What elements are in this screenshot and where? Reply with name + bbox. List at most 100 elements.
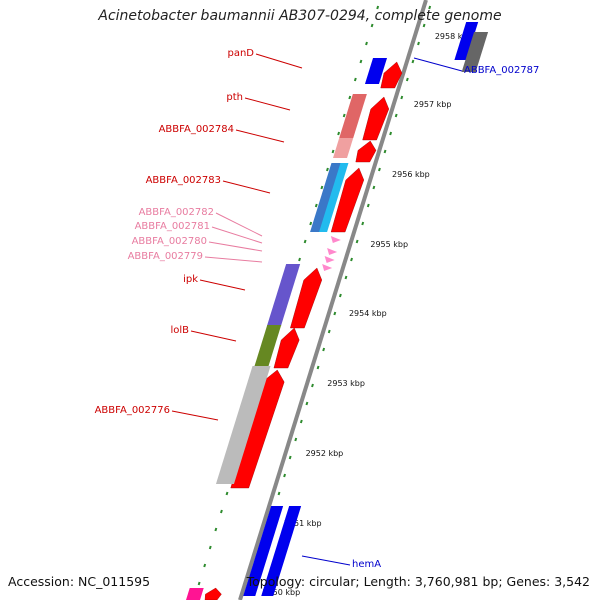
kbp-label: 2956 kbp (392, 170, 430, 179)
abbfa-002776-gene-block (215, 366, 271, 484)
ruler-tick-right (428, 5, 432, 10)
kbp-label: 2955 kbp (370, 240, 408, 249)
forward-gene-arrow (290, 267, 323, 329)
label-leader-line (204, 256, 263, 263)
ruler-tick-left (348, 95, 352, 100)
ruler-tick-right (383, 149, 387, 154)
map-title: Acinetobacter baumannii AB307-0294, comp… (98, 8, 502, 24)
gene-label: ABBFA_002776 (95, 405, 170, 416)
label-leader-line (301, 555, 351, 566)
ruler-tick-right (411, 59, 415, 64)
label-leader-line (211, 226, 263, 244)
kbp-label: 2954 kbp (349, 309, 387, 318)
right-blue-gene-block (454, 22, 479, 60)
ruler-tick-left (320, 185, 324, 190)
ruler-tick-right (394, 113, 398, 118)
ruler-tick-right (422, 23, 426, 28)
small-gene-arrow (327, 248, 338, 255)
ruler-tick-right (316, 365, 320, 370)
ipk-gene-block (266, 264, 301, 326)
ruler-tick-left (225, 491, 229, 496)
ruler-tick-left (370, 23, 374, 28)
label-leader-line (199, 279, 246, 291)
ruler-tick-right (338, 293, 342, 298)
label-leader-line (222, 180, 271, 194)
small-gene-arrow (322, 264, 333, 271)
ruler-tick-left (298, 257, 301, 262)
forward-gene-arrow (355, 140, 377, 163)
label-leader-line (413, 57, 463, 72)
ruler-tick-right (344, 275, 348, 280)
label-leader-line (235, 129, 285, 143)
gene-label: ABBFA_002782 (139, 207, 214, 218)
ruler-tick-left (326, 167, 329, 172)
ruler-tick-left (214, 527, 218, 532)
ruler-tick-right (322, 347, 326, 352)
label-leader-line (215, 212, 263, 237)
pand-gene-block (364, 58, 388, 84)
kbp-label: 2957 kbp (414, 100, 452, 109)
ruler-tick-left (365, 41, 368, 46)
ruler-tick-left (331, 149, 335, 154)
gene-label: ABBFA_002783 (146, 175, 221, 186)
ruler-tick-left (342, 113, 346, 118)
forward-gene-arrow (362, 96, 390, 141)
kbp-label: 2951 kbp (284, 519, 322, 528)
gene-label: ipk (183, 274, 198, 285)
ruler-tick-left (220, 509, 223, 514)
ruler-tick-right (355, 239, 359, 244)
label-leader-line (255, 53, 303, 69)
gene-label: ABBFA_002787 (464, 65, 539, 76)
ruler-tick-left (208, 545, 212, 550)
gene-label: lolB (170, 325, 189, 336)
ruler-tick-left (359, 59, 363, 64)
gene-label: ABBFA_002784 (159, 124, 234, 135)
label-leader-line (244, 97, 291, 111)
ruler-tick-right (372, 185, 376, 190)
hema-gene-block (243, 506, 284, 596)
ruler-tick-right (350, 257, 353, 262)
ruler-tick-left (303, 239, 307, 244)
ruler-tick-right (333, 311, 337, 316)
ruler-tick-right (299, 419, 303, 424)
ruler-tick-left (337, 131, 341, 136)
pink-gene-block (186, 588, 204, 600)
small-gene-arrow (324, 256, 335, 263)
abbfa-002783b-gene-block (319, 163, 349, 232)
gene-label: ABBFA_002781 (135, 221, 210, 232)
ruler-tick-right (327, 329, 331, 334)
ruler-tick-left (376, 5, 380, 10)
kbp-label: 2950 kbp (262, 588, 300, 597)
forward-gene-arrow (330, 167, 365, 233)
gene-label: pth (226, 92, 243, 103)
ruler-tick-right (283, 473, 287, 478)
ruler-tick-right (389, 131, 393, 136)
forward-gene-arrow (380, 61, 403, 89)
hema-gene-block-2 (261, 506, 302, 596)
label-leader-line (208, 241, 263, 252)
label-leader-line (171, 410, 219, 421)
gene-label: hemA (352, 559, 381, 570)
lolb-gene-block (254, 325, 282, 366)
abbfa-002784-gene-block (333, 138, 354, 158)
kbp-label: 2952 kbp (306, 449, 344, 458)
abbfa-002787-gene-block (461, 32, 489, 72)
topology-summary: Topology: circular; Length: 3,760,981 bp… (246, 574, 590, 589)
kbp-label: 2953 kbp (327, 379, 365, 388)
ruler-tick-left (309, 221, 313, 226)
ruler-tick-right (417, 41, 420, 46)
ruler-tick-right (311, 383, 314, 388)
ruler-tick-right (294, 437, 298, 442)
ruler-tick-right (405, 77, 409, 82)
label-leader-line (190, 330, 237, 342)
ruler-tick-left (353, 77, 357, 82)
ruler-tick-left (203, 563, 207, 568)
kbp-label: 2958 kbp (435, 32, 473, 41)
small-gene-arrow (330, 236, 341, 243)
pth-gene-block (339, 94, 367, 138)
ruler-tick-right (378, 167, 381, 172)
forward-gene-arrow (204, 587, 222, 601)
gene-label: ABBFA_002779 (128, 251, 203, 262)
